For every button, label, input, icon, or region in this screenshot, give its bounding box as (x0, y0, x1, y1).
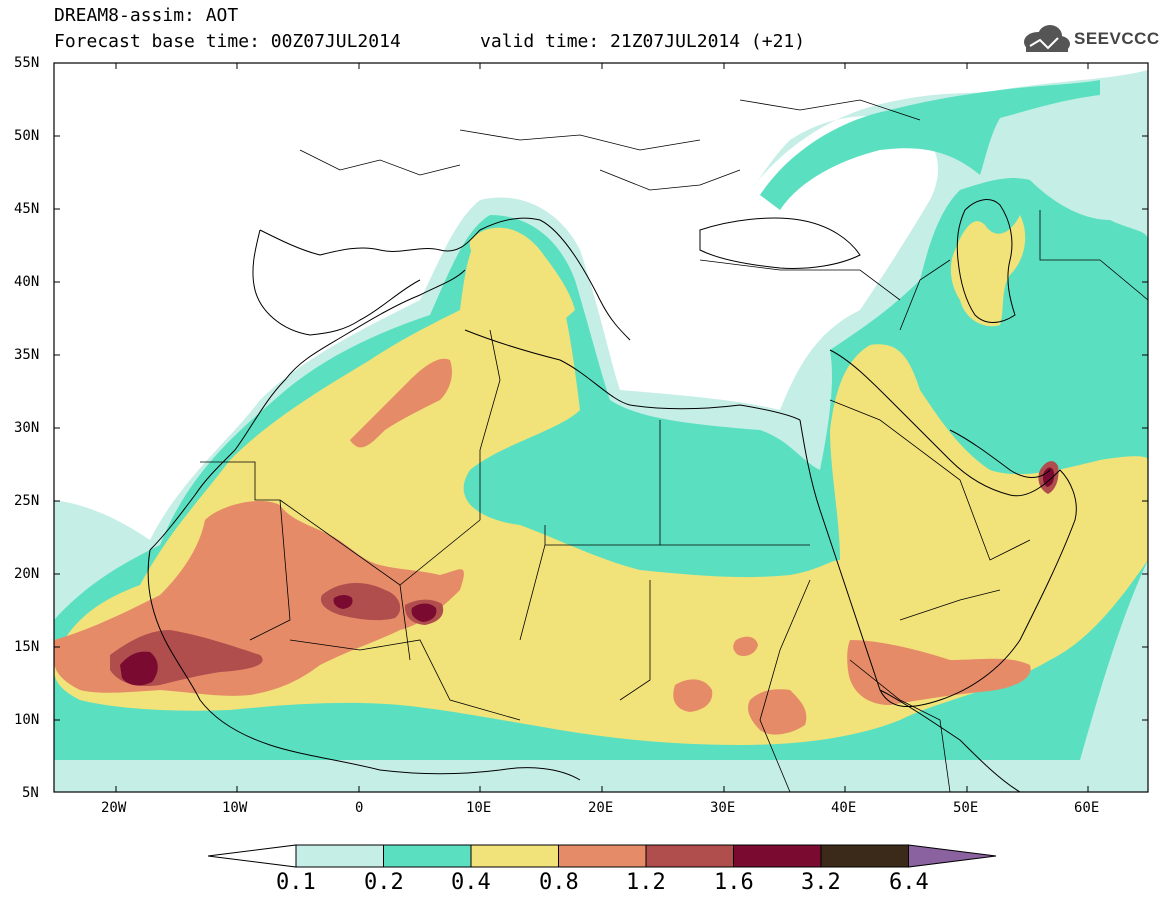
colorbar-label-1.6: 1.6 (714, 870, 754, 895)
aot-contour-libya-spot (733, 636, 758, 656)
border-yemen (899, 589, 1001, 621)
coastline-black-sea (699, 217, 861, 269)
aot-contour-mali (320, 583, 401, 621)
lat-label-5n: 5N (22, 785, 39, 801)
lat-label-35n: 35N (14, 347, 40, 363)
aot-contours (54, 70, 1148, 792)
colorbar-label-6.4: 6.4 (889, 870, 929, 895)
lon-label-10w: 10W (222, 800, 248, 816)
lat-label-30n: 30N (14, 420, 40, 436)
cloud-icon (1024, 25, 1070, 52)
border-sahel (289, 639, 521, 721)
lon-label-20e: 20E (588, 800, 614, 816)
aot-contour-arabian-sea (847, 640, 1031, 705)
aot-contour-1.6 (120, 651, 158, 686)
logo-text: SEEVCCC (1074, 29, 1160, 48)
border-libya-chad (519, 525, 546, 641)
lon-label-10e: 10E (466, 800, 492, 816)
border-turkey (699, 259, 901, 301)
coastline-gulf-of-guinea (147, 549, 581, 781)
aot-contour-east-africa (748, 689, 807, 735)
coastline-red-sea (799, 419, 881, 691)
coastline-europe (259, 217, 631, 341)
valid-time: valid time: 21Z07JUL2014 (+21) (480, 31, 806, 52)
colorbar-label-3.2: 3.2 (801, 870, 841, 895)
country-borders (200, 99, 1148, 792)
border-mali-niger (399, 584, 411, 661)
border-chad-sudan (619, 580, 651, 701)
colorbar (207, 844, 997, 868)
coastline-north-africa (464, 329, 801, 421)
border-east-africa (759, 579, 811, 792)
lat-label-25n: 25N (14, 493, 40, 509)
colorbar-label-0.2: 0.2 (364, 870, 404, 895)
aot-contour-sudan (673, 679, 713, 712)
lat-label-20n: 20N (14, 566, 40, 582)
border-saudi (829, 399, 1031, 561)
lon-label-0: 0 (355, 800, 364, 816)
lat-label-40n: 40N (14, 274, 40, 290)
border-europe-1 (299, 149, 461, 176)
seevccc-logo: SEEVCCC (1018, 22, 1160, 58)
lon-ticks (115, 63, 1089, 792)
lon-label-20w: 20W (101, 800, 127, 816)
coastline-horn (879, 689, 1021, 792)
coastline-west-africa (149, 269, 466, 551)
aot-contour-niger-core (411, 603, 437, 622)
colorbar-swatch-2 (383, 844, 472, 868)
aot-contour-mali-core (333, 595, 353, 609)
colorbar-arrow-left (207, 844, 297, 868)
colorbar-swatch-3 (470, 844, 559, 868)
border-ethiopia (849, 659, 951, 792)
colorbar-label-0.4: 0.4 (451, 870, 491, 895)
coastline-arabia (829, 349, 1077, 708)
aot-contour-italy (469, 227, 575, 327)
aot-contour-gulf-core (1043, 467, 1055, 487)
lon-label-30e: 30E (710, 800, 736, 816)
map-title: DREAM8-assim: AOT (54, 5, 239, 26)
lat-label-10n: 10N (14, 712, 40, 728)
lon-label-40e: 40E (831, 800, 857, 816)
border-algeria-east (479, 329, 501, 520)
border-europe-3 (599, 169, 741, 191)
colorbar-swatch-6 (733, 844, 822, 868)
coastlines (147, 199, 1077, 792)
lat-label-45n: 45N (14, 201, 40, 217)
colorbar-arrow-right (908, 844, 997, 868)
aot-contour-northwest (350, 358, 452, 448)
coastline-iberia (252, 229, 421, 336)
colorbar-swatch-7 (820, 844, 909, 868)
lat-label-55n: 55N (14, 55, 40, 71)
lon-label-50e: 50E (953, 800, 979, 816)
border-russia (739, 99, 921, 121)
colorbar-swatch-1 (295, 844, 384, 868)
border-europe-2 (459, 129, 701, 151)
aot-contour-caspian (950, 215, 1026, 327)
lon-label-60e: 60E (1074, 800, 1100, 816)
border-mauritania-east (249, 499, 291, 641)
border-mauritania-north (200, 461, 280, 501)
colorbar-label-1.2: 1.2 (626, 870, 666, 895)
border-iran (899, 210, 1148, 331)
coastline-persian-gulf (949, 429, 1051, 478)
colorbar-swatch-4 (558, 844, 647, 868)
lat-label-15n: 15N (14, 639, 40, 655)
forecast-base-time: Forecast base time: 00Z07JUL2014 (54, 31, 401, 52)
aot-contour-band-north (760, 80, 1100, 210)
lat-label-50n: 50N (14, 128, 40, 144)
colorbar-swatch-5 (645, 844, 734, 868)
coastline-caspian (956, 199, 1016, 323)
lat-ticks (54, 62, 1148, 721)
colorbar-label-0.8: 0.8 (539, 870, 579, 895)
colorbar-label-0.1: 0.1 (276, 870, 316, 895)
